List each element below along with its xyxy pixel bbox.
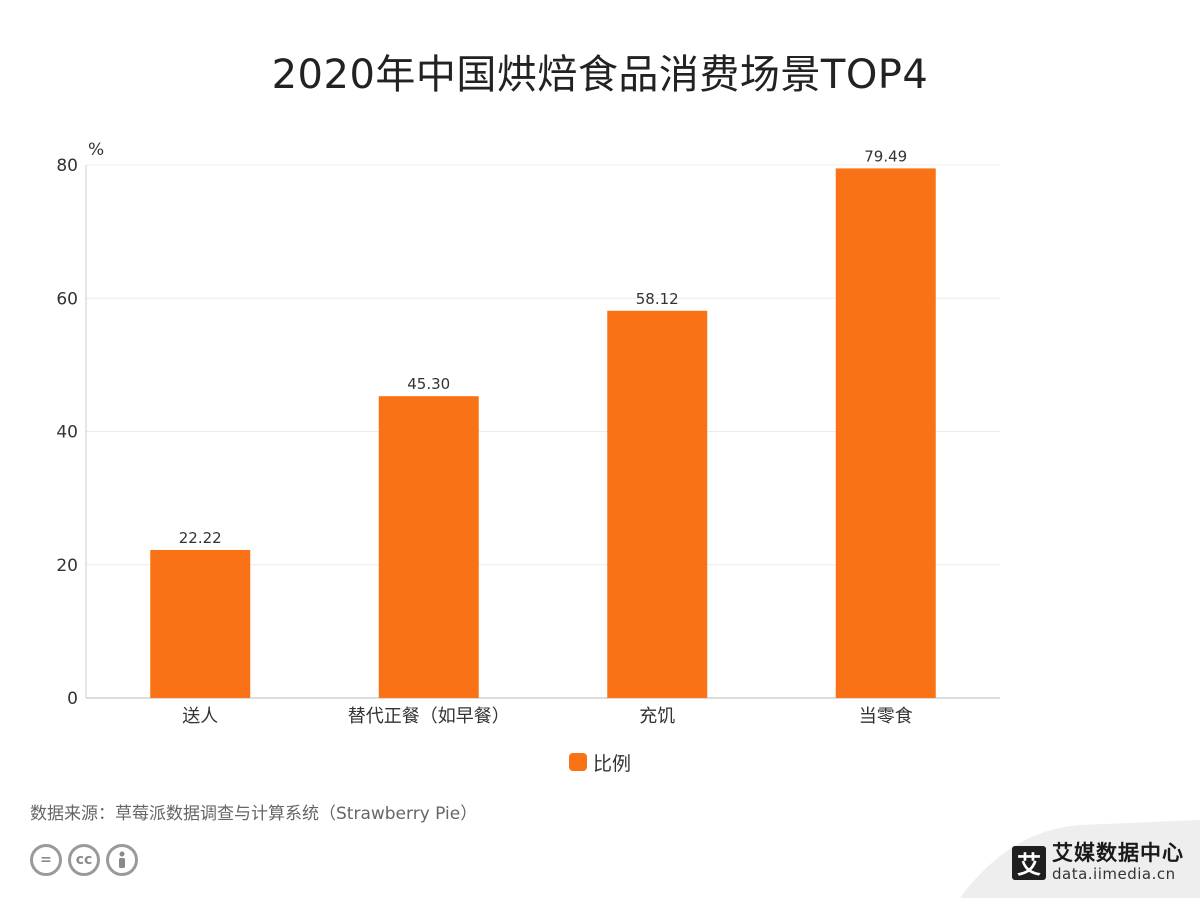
legend-swatch	[569, 753, 587, 771]
brand-logo-block: 艾 艾媒数据中心 data.iimedia.cn	[1012, 843, 1184, 882]
bar	[835, 168, 936, 698]
brand-name: 艾媒数据中心	[1052, 841, 1184, 865]
x-tick-label: 充饥	[639, 706, 675, 727]
y-axis-label: %	[88, 140, 104, 160]
y-tick-label: 80	[56, 156, 78, 176]
y-tick-label: 0	[67, 689, 78, 709]
bar	[150, 549, 251, 698]
brand-url: data.iimedia.cn	[1052, 865, 1176, 883]
legend-label: 比例	[593, 752, 632, 775]
bar	[607, 310, 708, 698]
cc-by-icon	[106, 844, 138, 876]
y-tick-label: 20	[56, 556, 78, 576]
legend[interactable]: 比例	[569, 748, 631, 776]
x-tick-label: 替代正餐（如早餐）	[348, 706, 510, 727]
data-label: 22.22	[179, 529, 222, 547]
bar-chart: 0 20 40 60 80% 22.22 送人 45.30 替代正餐（如早餐） 58.12 充饥 79…	[56, 140, 1000, 727]
chart-title: 2020年中国烘焙食品消费场景TOP4	[271, 52, 929, 98]
y-tick-label: 40	[56, 423, 78, 443]
data-source: 数据来源：草莓派数据调查与计算系统（Strawberry Pie）	[30, 804, 478, 824]
bar	[378, 396, 479, 698]
brand-logo-icon: 艾	[1012, 845, 1046, 880]
license-icons: = cc	[30, 844, 138, 876]
x-tick-label: 送人	[182, 706, 218, 727]
data-label: 58.12	[636, 290, 679, 308]
data-label: 45.30	[407, 375, 450, 393]
y-tick-label: 60	[56, 289, 78, 309]
cc-nd-icon: =	[30, 844, 62, 876]
data-label: 79.49	[864, 147, 907, 165]
cc-icon: cc	[68, 844, 100, 876]
x-tick-label: 当零食	[859, 706, 913, 727]
